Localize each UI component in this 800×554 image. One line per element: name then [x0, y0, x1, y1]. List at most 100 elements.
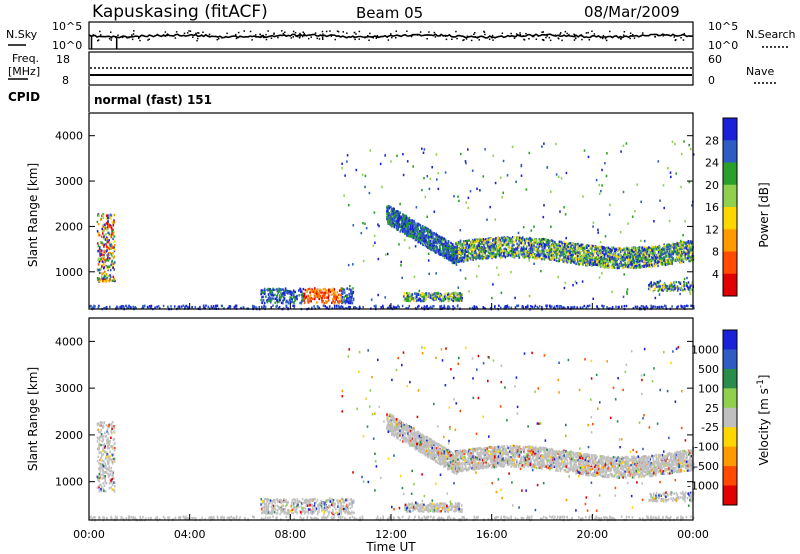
echo-cell — [569, 251, 571, 254]
echo-cell — [443, 245, 445, 248]
echo-cell — [591, 258, 594, 262]
echo-cell — [567, 252, 570, 255]
echo-cell — [394, 211, 396, 215]
noise-search-point — [622, 34, 625, 36]
echo-cell — [110, 247, 112, 250]
echo-cell — [662, 246, 664, 250]
echo-cell — [433, 241, 435, 245]
echo-cell — [495, 244, 498, 248]
echo-cell — [548, 241, 550, 245]
echo-cell — [292, 304, 294, 307]
echo-cell — [664, 284, 667, 287]
echo-cell — [661, 250, 663, 254]
echo-cell — [532, 256, 534, 259]
echo-cell — [396, 215, 398, 218]
echo-cell — [604, 264, 607, 267]
noise-search-point — [419, 31, 422, 33]
echo-cell — [205, 304, 207, 307]
echo-cell — [679, 244, 681, 247]
echo-cell — [628, 253, 631, 256]
echo-cell — [439, 250, 442, 253]
echo-cell — [415, 232, 417, 235]
echo-cell — [434, 249, 437, 253]
noise-search-point — [249, 30, 252, 33]
echo-cell — [97, 234, 100, 237]
noise-search-point — [561, 39, 563, 42]
echo-cell — [406, 216, 408, 220]
echo-cell — [549, 305, 552, 309]
echo-cell — [529, 250, 531, 253]
echo-cell — [392, 216, 394, 219]
echo-cell — [635, 255, 637, 259]
echo-cell — [451, 258, 454, 261]
echo-cell — [267, 293, 270, 296]
noise-search-point — [416, 34, 419, 36]
echo-cell — [606, 254, 609, 258]
echo-cell — [289, 290, 292, 293]
echo-cell — [474, 254, 476, 257]
echo-cell — [577, 242, 579, 246]
echo-cell — [683, 256, 686, 259]
echo-cell — [675, 280, 677, 284]
echo-cell — [390, 205, 392, 209]
echo-cell — [559, 244, 561, 248]
echo-cell — [535, 239, 538, 242]
echo-cell — [565, 250, 568, 254]
echo-cell — [443, 304, 446, 307]
echo-cell — [533, 306, 536, 309]
echo-cell — [643, 263, 646, 267]
echo-cell — [636, 255, 638, 258]
echo-cell — [534, 304, 537, 307]
echo-cell — [468, 239, 470, 242]
echo-cell — [663, 248, 665, 251]
echo-cell — [411, 235, 414, 238]
echo-cell — [584, 252, 586, 256]
noise-search-point — [110, 31, 112, 33]
echo-cell — [413, 228, 415, 232]
echo-cell — [482, 252, 485, 256]
echo-cell — [283, 295, 285, 299]
echo-cell — [403, 221, 405, 224]
echo-cell — [622, 266, 625, 269]
echo-cell — [582, 263, 584, 266]
echo-cell — [269, 301, 272, 304]
noise-search-point — [518, 34, 520, 37]
echo-cell — [426, 227, 428, 230]
echo-cell — [451, 246, 453, 249]
echo-cell — [630, 249, 633, 252]
echo-cell — [344, 302, 347, 305]
echo-cell — [656, 280, 659, 284]
echo-cell — [517, 246, 519, 249]
echo-cell — [588, 244, 590, 247]
echo-cell — [435, 241, 437, 244]
echo-cell — [438, 249, 440, 252]
echo-cell — [528, 256, 531, 259]
echo-cell — [435, 292, 438, 295]
noise-search-point — [108, 38, 111, 40]
noise-search-point — [297, 35, 299, 38]
echo-cell — [494, 241, 497, 244]
echo-cell — [347, 300, 350, 303]
echo-cell — [392, 224, 395, 228]
echo-cell — [314, 297, 316, 301]
noise-search-point — [131, 35, 133, 38]
echo-cell — [438, 238, 441, 241]
echo-cell — [481, 246, 483, 249]
echo-cell — [415, 299, 418, 303]
echo-cell — [472, 255, 474, 259]
echo-cell — [111, 279, 114, 282]
echo-cell — [453, 291, 456, 295]
echo-cell — [520, 239, 522, 242]
echo-cell — [280, 295, 283, 299]
echo-cell — [542, 257, 544, 260]
echo-cell — [598, 249, 601, 252]
echo-cell — [687, 240, 690, 243]
echo-cell — [556, 253, 558, 256]
echo-cell — [670, 254, 672, 257]
echo-cell — [258, 306, 260, 309]
echo-cell — [496, 242, 498, 245]
echo-cell — [537, 252, 540, 255]
echo-cell — [628, 257, 630, 261]
echo-cell — [457, 247, 460, 250]
echo-cell — [318, 295, 320, 298]
